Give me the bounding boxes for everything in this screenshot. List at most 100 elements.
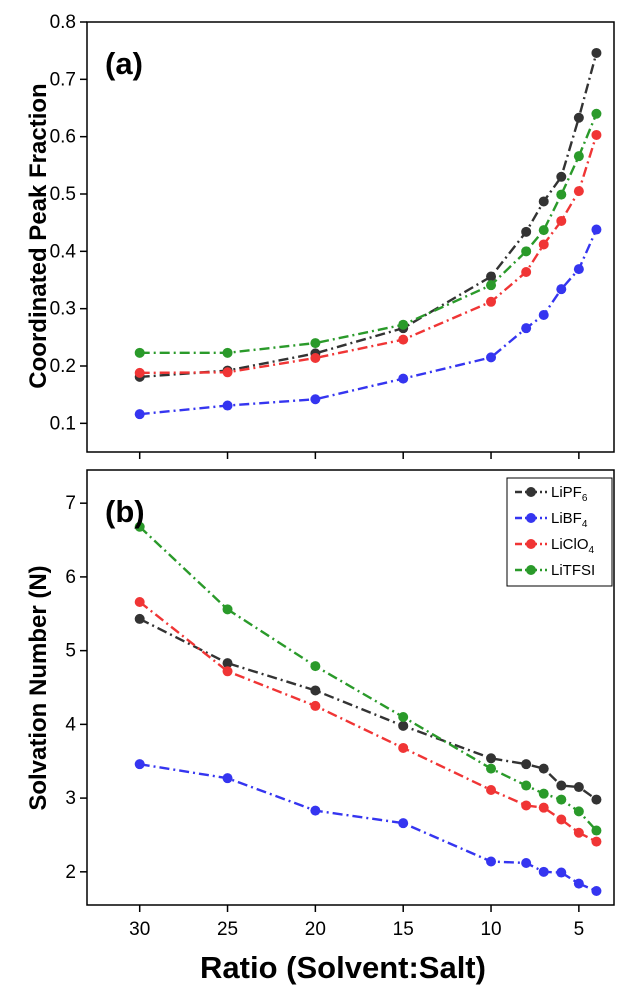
panel-a-series-lipf6-point [486, 271, 497, 282]
legend-box [506, 477, 613, 587]
panel-a-y-axis-label: Coordinated Peak Fraction [25, 83, 52, 388]
panel-a-series-litfsi-point [591, 108, 602, 119]
panel-a-series-libf4-point [573, 264, 584, 275]
panel-a-series-liclo4-point [134, 367, 145, 378]
panel-b-series-litfsi-point [573, 806, 584, 817]
panel-b-series-libf4-point [538, 866, 549, 877]
panel-a-y-tick-label: 0.5 [50, 184, 76, 205]
panel-a-y-tick-label: 0.4 [50, 241, 77, 262]
panel-a: Coordinated Peak Fraction 0.1 0.2 0.3 0.4 0.… [25, 12, 615, 459]
panel-a-series-liclo4-point [398, 334, 409, 345]
panel-b-y-tick-label: 7 [65, 493, 76, 514]
panel-a-series-liclo4-point [521, 266, 532, 277]
legend-label-subscript: 6 [582, 493, 588, 504]
panel-b-series-lipf6-point [398, 720, 409, 731]
panel-a-series-litfsi-point [521, 246, 532, 257]
panel-a-series-libf4-point [222, 400, 233, 411]
legend-label-base: LiBF [551, 510, 582, 527]
panel-a-series-libf4-point [486, 352, 497, 363]
panel-a-series-liclo4-point [222, 367, 233, 378]
panel-a-series-litfsi-point [538, 225, 549, 236]
panel-a-series-liclo4-point [556, 215, 567, 226]
panel-a-series-libf4-point [556, 284, 567, 295]
panel-a-series-lipf6-point [538, 196, 549, 207]
panel-a-series-liclo4-line [139, 134, 598, 375]
panel-b-series-litfsi-point [556, 794, 567, 805]
panel-a-y-tick-label: 0.3 [50, 299, 76, 320]
panel-b-plot-frame [86, 469, 615, 906]
panel-b-series-libf4-point [521, 857, 532, 868]
panel-b-y-tick-label: 2 [65, 862, 76, 883]
panel-b-x-tick-label: 10 [480, 919, 501, 940]
panel-b-series-liclo4-point [538, 802, 549, 813]
panel-a-y-tick-label: 0.6 [50, 127, 76, 148]
legend-swatch-marker [526, 487, 536, 497]
panel-a-series-litfsi-point [556, 189, 567, 200]
panel-b-series-liclo4-point [591, 836, 602, 847]
panel-a-series-libf4-point [521, 323, 532, 334]
panel-b-series-liclo4-point [398, 742, 409, 753]
legend-label-base: LiPF [551, 484, 582, 501]
panel-b-series-libf4-point [310, 805, 321, 816]
panel-b-series-litfsi-point [310, 661, 321, 672]
panel-b-series-libf4-point [134, 759, 145, 770]
panel-a-series-litfsi-point [573, 151, 584, 162]
panel-b-series-litfsi-point [398, 711, 409, 722]
panel-b-series-litfsi-point [134, 521, 145, 532]
panel-a-series-liclo4-point [486, 296, 497, 307]
panel-b-series-lipf6-point [573, 782, 584, 793]
panel-a-y-tick-label: 0.1 [50, 413, 76, 434]
panel-b-series-liclo4-point [573, 827, 584, 838]
panel-b-series-litfsi-point [486, 763, 497, 774]
panel-b: Solvation Number (N) 2 3 4 5 6 7 30 25 20 15 10 5 (b… [25, 469, 615, 940]
panel-b-series-liclo4-line [138, 601, 597, 843]
panel-a-series-liclo4-point [591, 129, 602, 140]
panel-b-series-libf4-point [486, 856, 497, 867]
panel-a-series-lipf6-point [591, 47, 602, 58]
panel-a-y-tick-label: 0.8 [50, 12, 76, 33]
panel-b-series-liclo4-point [486, 784, 497, 795]
panel-b-series-lipf6-point [310, 685, 321, 696]
legend-label-subscript: 4 [589, 545, 595, 556]
panel-b-x-tick-label: 15 [393, 919, 414, 940]
panel-b-x-tick-label: 25 [217, 919, 238, 940]
panel-b-series-lipf6-point [521, 759, 532, 770]
panel-a-series-litfsi-point [398, 319, 409, 330]
panel-a-series-libf4-point [310, 394, 321, 405]
panel-a-series-libf4-point [398, 373, 409, 384]
panel-a-series-lipf6-point [573, 112, 584, 123]
panel-a-series-litfsi-line [139, 113, 598, 355]
panel-b-series-litfsi-line [138, 525, 598, 832]
panel-b-series-lipf6-point [591, 794, 602, 805]
panel-b-series-litfsi-point [538, 788, 549, 799]
panel-a-series-lipf6-point [521, 226, 532, 237]
panel-b-label: (b) [105, 494, 145, 529]
panel-b-series-libf4-line [139, 762, 597, 893]
panel-b-series-lipf6-point [556, 780, 567, 791]
panel-b-series-liclo4-point [134, 596, 145, 607]
panel-a-y-tick-label: 0.7 [50, 69, 76, 90]
panel-a-series-litfsi-point [486, 280, 497, 291]
panel-b-y-axis-label: Solvation Number (N) [25, 565, 52, 810]
panel-b-series-libf4-point [573, 878, 584, 889]
panel-b-series-libf4-point [398, 818, 409, 829]
panel-b-series-lipf6-point [222, 658, 233, 669]
panel-a-plot-frame [86, 21, 615, 453]
panel-a-y-tick-label: 0.2 [50, 356, 76, 377]
panel-b-series-libf4-point [556, 867, 567, 878]
panel-b-series-lipf6-line [139, 617, 598, 801]
panel-a-series-liclo4-point [310, 352, 321, 363]
panel-b-x-tick-label: 20 [305, 919, 326, 940]
panel-b-series-lipf6-point [538, 763, 549, 774]
panel-a-series-libf4-point [538, 309, 549, 320]
panel-b-series-lipf6-point [486, 753, 497, 764]
panel-a-series-lipf6-point [556, 171, 567, 182]
panel-b-series-libf4-point [222, 773, 233, 784]
panel-b-series-litfsi-point [591, 825, 602, 836]
legend-label-subscript: 4 [582, 519, 588, 530]
panel-b-y-tick-label: 6 [65, 567, 76, 588]
panel-a-series-liclo4-point [538, 239, 549, 250]
legend-label: LiBF4 [551, 510, 588, 530]
